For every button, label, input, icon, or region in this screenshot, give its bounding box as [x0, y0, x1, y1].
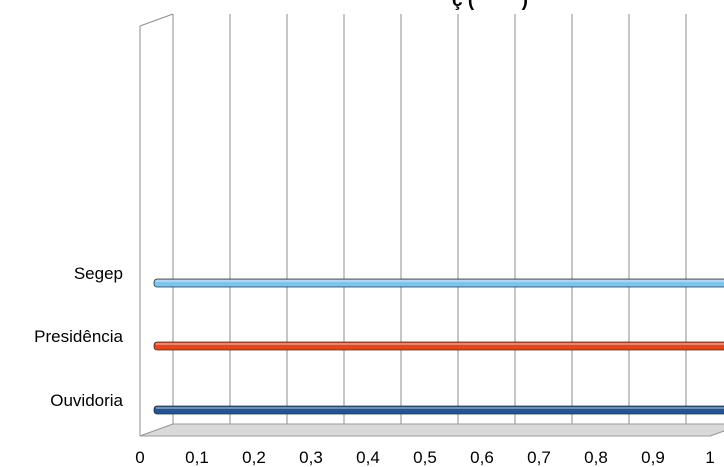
bar-highlight — [156, 407, 724, 409]
gridlines — [139, 14, 724, 437]
x-tick-label: 0,5 — [413, 448, 437, 467]
x-tick-label: 0,1 — [185, 448, 209, 467]
x-tick-label: 0 — [135, 448, 144, 467]
chart-floor — [139, 423, 724, 437]
x-tick-label: 0,7 — [527, 448, 551, 467]
chart-title: ç ( ) — [452, 0, 528, 11]
bar-presidencia — [153, 341, 724, 351]
axes — [139, 13, 724, 437]
bar-highlight — [156, 280, 724, 282]
bars — [153, 278, 724, 415]
category-label: Segep — [74, 264, 123, 283]
bar-highlight — [156, 343, 724, 345]
x-tick-label: 1 — [705, 448, 714, 467]
category-label: Presidência — [34, 327, 123, 346]
wall-edge — [139, 13, 174, 27]
bar-segep — [153, 278, 724, 288]
x-tick-label: 0,9 — [641, 448, 665, 467]
category-label: Ouvidoria — [50, 391, 123, 410]
x-tick-label: 0,3 — [299, 448, 323, 467]
x-tick-label: 0,8 — [584, 448, 608, 467]
bar-ouvidoria — [153, 405, 724, 415]
x-tick-label: 0,6 — [470, 448, 494, 467]
x-tick-labels: 0 0,1 0,2 0,3 0,4 0,5 0,6 0,7 0,8 0,9 1 — [135, 448, 714, 467]
x-tick-label: 0,4 — [356, 448, 380, 467]
x-tick-label: 0,2 — [242, 448, 266, 467]
category-labels: Ouvidoria Presidência Segep — [34, 264, 123, 410]
